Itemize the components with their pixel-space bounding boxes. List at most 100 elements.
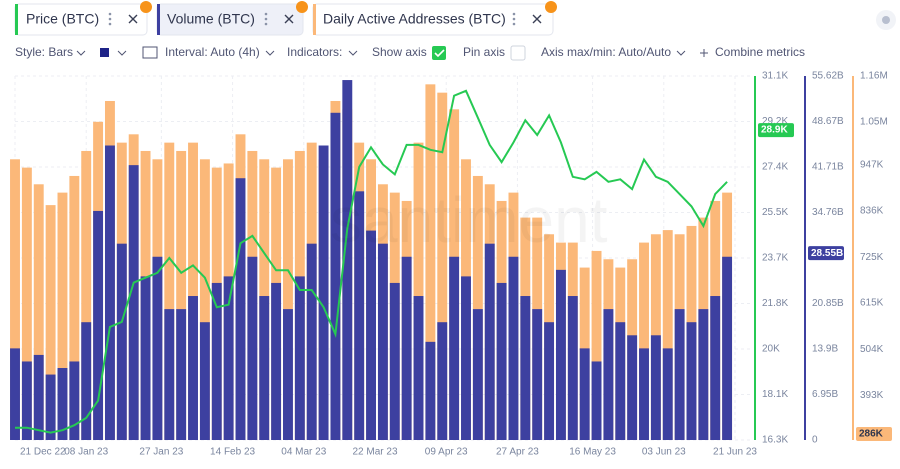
bar — [662, 348, 673, 440]
bar — [413, 296, 424, 440]
x-tick-label: 27 Jan 23 — [139, 447, 183, 458]
y-tick-label: 27.4K — [762, 162, 788, 173]
y-tick-label: 20K — [762, 344, 780, 355]
bar — [152, 256, 163, 440]
combine-metrics[interactable]: Combine metrics — [715, 45, 805, 59]
x-tick-label: 03 Jun 23 — [642, 447, 686, 458]
bar — [567, 296, 578, 440]
bar — [698, 309, 709, 440]
y-tick-label: 13.9B — [812, 344, 838, 355]
bar — [591, 361, 602, 440]
bar — [437, 92, 448, 440]
bar — [69, 175, 80, 441]
bar — [164, 142, 175, 440]
y-tick-label: 504K — [860, 344, 884, 355]
bar — [461, 276, 471, 440]
bar — [21, 361, 32, 440]
bar — [389, 282, 400, 440]
bar — [579, 348, 590, 440]
bar — [283, 309, 293, 440]
bar — [33, 354, 44, 440]
bar — [555, 269, 566, 440]
bar — [532, 309, 543, 440]
y-tick-label: 25.5K — [762, 207, 788, 218]
bar — [342, 80, 353, 441]
pin-axis-label: Pin axis — [463, 45, 505, 59]
show-axis-label: Show axis — [372, 45, 427, 59]
bar — [10, 159, 20, 440]
bar — [686, 322, 697, 440]
bar — [662, 230, 673, 440]
bar — [235, 178, 246, 440]
bar — [425, 84, 436, 440]
last-value-badge — [808, 246, 844, 261]
y-tick-label: 725K — [860, 252, 884, 263]
y-tick-label: 34.76B — [812, 207, 844, 218]
bar — [330, 112, 341, 441]
bar — [188, 296, 198, 440]
bar — [544, 322, 555, 440]
y-tick-label: 41.71B — [812, 162, 844, 173]
last-value-label: 28.55B — [811, 248, 843, 259]
line — [15, 89, 728, 434]
y-tick-label: 29.2K — [762, 116, 788, 127]
bar — [615, 322, 626, 440]
axis-range-select[interactable]: Axis max/min: Auto/Auto — [541, 45, 671, 59]
bar — [223, 276, 234, 440]
bar — [128, 165, 139, 441]
y-tick-label: 21.8K — [762, 298, 788, 309]
style-select[interactable]: Style: Bars — [15, 45, 73, 59]
pin-axis-checkbox[interactable] — [510, 45, 526, 61]
x-tick-label: 22 Mar 23 — [352, 447, 397, 458]
y-tick-label: 393K — [860, 390, 884, 401]
bar — [294, 276, 305, 440]
bar — [722, 256, 733, 440]
bar — [93, 210, 104, 440]
tab[interactable]: Daily Active Addresses (BTC) — [312, 1, 557, 36]
bar — [81, 150, 92, 440]
y-tick-label: 1.05M — [860, 116, 888, 127]
bar — [33, 184, 44, 440]
tab-label: Volume (BTC) — [167, 11, 255, 27]
tab[interactable]: Price (BTC) — [14, 1, 152, 36]
y-tick-label: 16.3K — [762, 435, 788, 446]
bar — [271, 282, 282, 440]
bar — [104, 145, 115, 440]
tab[interactable]: Volume (BTC) — [156, 1, 308, 36]
y-tick-label: 6.95B — [812, 389, 838, 400]
y-tick-label: 836K — [860, 206, 884, 217]
bar — [437, 322, 448, 440]
color-picker[interactable] — [100, 48, 109, 57]
bar — [413, 142, 424, 440]
watermark: santiment — [330, 184, 608, 256]
bar — [710, 296, 721, 440]
x-tick-label: 14 Feb 23 — [210, 447, 255, 458]
bar — [306, 243, 317, 440]
indicators-select[interactable]: Indicators: — [287, 45, 342, 59]
bar — [45, 205, 56, 440]
x-tick-label: 08 Jan 23 — [64, 447, 108, 458]
bar — [247, 256, 258, 440]
bar — [472, 309, 483, 440]
bar — [318, 145, 329, 440]
y-tick-label: 23.7K — [762, 253, 788, 264]
bar — [508, 256, 519, 440]
y-tick-label: 20.85B — [812, 298, 844, 309]
bar — [81, 322, 92, 440]
y-tick-label: 18.1K — [762, 389, 788, 400]
bar — [199, 159, 210, 440]
bar — [188, 142, 198, 440]
show-axis-checkbox[interactable] — [432, 46, 446, 60]
y-tick-label: 615K — [860, 298, 884, 309]
bar — [603, 309, 614, 440]
bar — [674, 309, 685, 440]
tab-label: Daily Active Addresses (BTC) — [323, 11, 506, 27]
interval-select[interactable]: Interval: Auto (4h) — [165, 45, 260, 59]
bar — [520, 296, 531, 440]
bar — [354, 191, 365, 440]
x-tick-label: 21 Dec 22 — [20, 447, 66, 458]
settings-icon — [882, 16, 890, 24]
x-tick-label: 04 Mar 23 — [281, 447, 326, 458]
bar — [650, 335, 661, 440]
bar — [199, 322, 210, 440]
